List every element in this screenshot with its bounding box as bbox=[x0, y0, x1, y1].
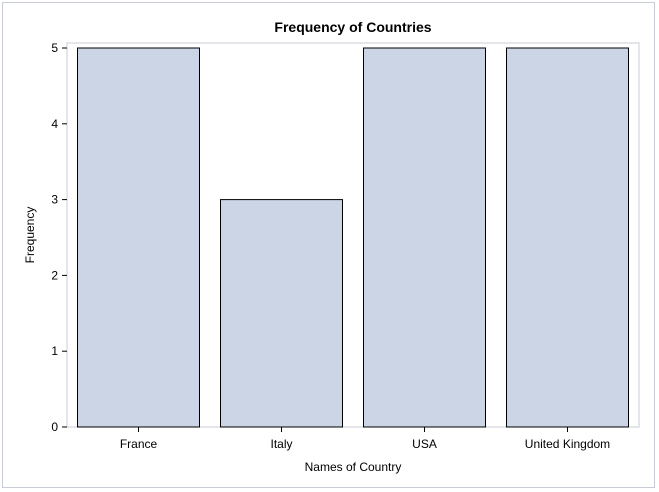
bar-usa bbox=[363, 47, 486, 428]
y-axis-label: Frequency bbox=[23, 207, 37, 264]
y-tick-label: 4 bbox=[51, 117, 58, 131]
x-axis: France Italy USA United Kingdom bbox=[120, 427, 610, 451]
y-tick-label: 1 bbox=[51, 344, 58, 358]
x-tick-label: United Kingdom bbox=[525, 437, 610, 451]
bar-italy bbox=[220, 199, 343, 428]
y-axis: 0 1 2 3 4 5 bbox=[51, 41, 67, 434]
x-axis-label: Names of Country bbox=[305, 460, 402, 474]
y-tick-label: 3 bbox=[51, 193, 58, 207]
bar-france bbox=[77, 47, 200, 428]
y-tick-label: 5 bbox=[51, 41, 58, 55]
x-tick-label: France bbox=[120, 437, 158, 451]
y-tick-label: 0 bbox=[51, 420, 58, 434]
x-tick-label: Italy bbox=[270, 437, 292, 451]
bar-united-kingdom bbox=[506, 47, 629, 428]
plot-area bbox=[66, 42, 640, 428]
y-tick-label: 2 bbox=[51, 268, 58, 282]
chart-title: Frequency of Countries bbox=[274, 19, 431, 35]
bar-group bbox=[77, 47, 629, 428]
x-tick-label: USA bbox=[412, 437, 437, 451]
